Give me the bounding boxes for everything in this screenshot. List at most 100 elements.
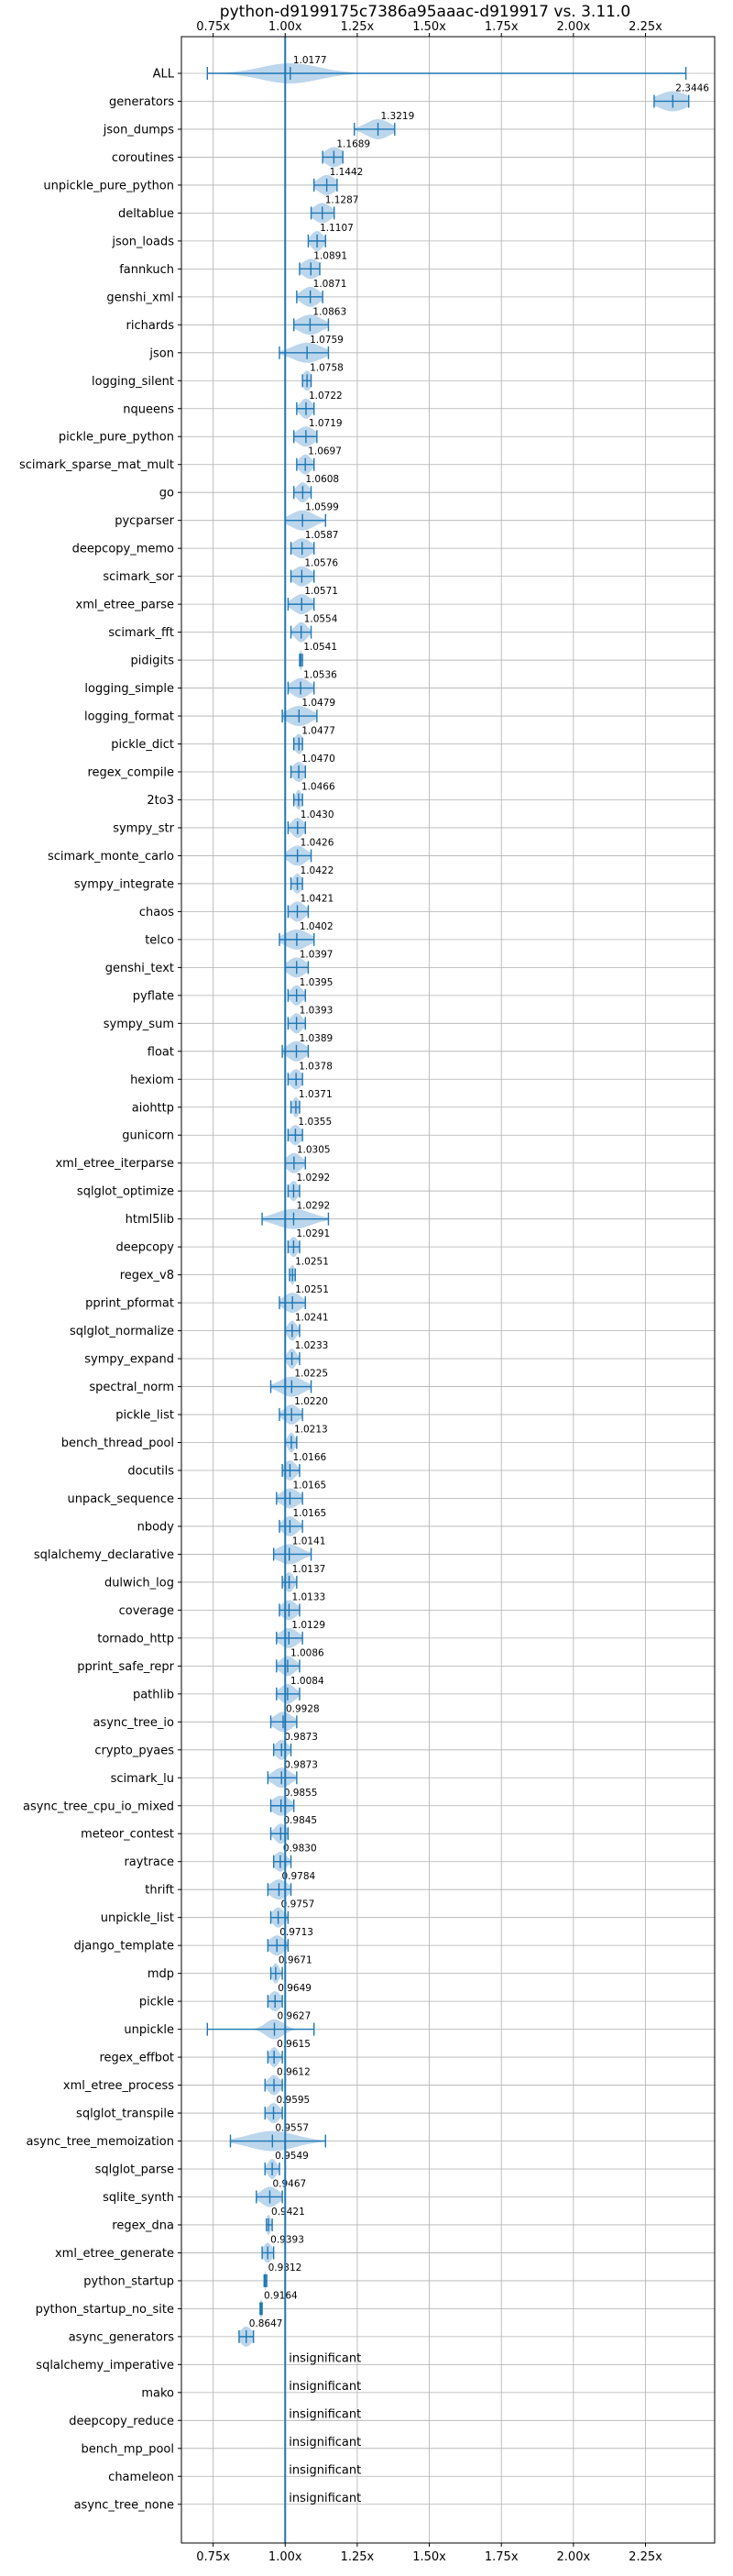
category-label: regex_dna: [112, 2218, 174, 2232]
value-label: 1.0177: [293, 55, 327, 66]
category-label: scimark_monte_carlo: [48, 850, 174, 864]
category-label: pathlib: [133, 1688, 174, 1701]
category-label: unpickle: [124, 2023, 174, 2037]
x-tick-label-top: 2.00x: [557, 20, 591, 34]
value-label: 1.1107: [320, 223, 354, 234]
value-label: 1.0758: [310, 362, 344, 373]
category-label: hexiom: [130, 1073, 174, 1087]
category-label: tornado_http: [97, 1632, 174, 1646]
category-label: coroutines: [112, 151, 174, 165]
category-label: json: [148, 347, 174, 360]
category-label: mdp: [148, 1967, 174, 1981]
category-labels: ALL generators json_dumps coroutines unpickl…: [19, 68, 175, 2513]
category-label: unpack_sequence: [67, 1492, 174, 1506]
value-label: 1.0165: [292, 1508, 326, 1519]
category-label: genshi_text: [105, 962, 174, 975]
value-label: 1.0213: [294, 1425, 328, 1436]
category-label: django_template: [74, 1940, 174, 1954]
category-label: deltablue: [118, 207, 174, 221]
category-label: xml_etree_generate: [55, 2247, 174, 2261]
category-label: regex_compile: [87, 766, 174, 780]
value-label: 1.0141: [292, 1536, 326, 1547]
category-label: sympy_sum: [104, 1018, 174, 1031]
value-label: 1.0571: [304, 586, 338, 597]
category-label: sqlalchemy_imperative: [36, 2359, 174, 2372]
value-label: 0.8647: [249, 2318, 283, 2329]
category-label: docutils: [127, 1465, 174, 1479]
category-label: pickle_list: [115, 1409, 174, 1423]
x-tick-label-top: 0.75x: [196, 20, 230, 34]
category-label: meteor_contest: [81, 1828, 174, 1842]
category-label: nbody: [137, 1520, 175, 1534]
category-label: spectral_norm: [89, 1381, 174, 1394]
category-label: html5lib: [126, 1213, 174, 1227]
x-tick-label-bottom: 1.75x: [485, 2550, 519, 2564]
category-label: async_tree_memoization: [26, 2135, 174, 2149]
category-label: pycparser: [115, 514, 174, 528]
category-label: float: [148, 1045, 174, 1059]
x-axis: 0.75x 0.75x 1.00x 1.00x 1.25x 1.25x 1.50x 1.50x…: [178, 20, 662, 2564]
chart-title: python-d9199175c7386a95aaac-d919917 vs. …: [220, 3, 630, 21]
value-label: 1.0086: [290, 1647, 324, 1658]
value-label: 1.0470: [301, 754, 335, 765]
category-label: scimark_sor: [103, 570, 174, 584]
category-label: chameleon: [108, 2471, 174, 2484]
value-label: 1.0477: [301, 726, 335, 737]
category-label: sqlglot_parse: [95, 2163, 174, 2177]
category-label: regex_v8: [120, 1269, 174, 1282]
value-label: 0.9830: [283, 1844, 317, 1855]
x-tick-label-bottom: 1.25x: [341, 2550, 375, 2564]
value-label: 1.0587: [305, 530, 339, 541]
category-label: logging_silent: [92, 375, 174, 389]
category-label: xml_etree_process: [63, 2079, 174, 2093]
category-label: mako: [141, 2386, 174, 2400]
category-label: pickle_dict: [111, 738, 174, 752]
category-label: chaos: [139, 906, 174, 919]
value-label: 1.0251: [295, 1284, 329, 1295]
category-label: pyflate: [133, 989, 174, 1003]
value-label: 1.3219: [381, 111, 415, 122]
value-label: 0.9713: [279, 1927, 313, 1938]
category-label: sqlalchemy_declarative: [34, 1548, 174, 1562]
value-label: 1.0479: [301, 698, 335, 709]
value-label: 1.0759: [310, 335, 344, 346]
x-tick-label-bottom: 1.00x: [268, 2550, 302, 2564]
value-label: 1.0421: [300, 893, 334, 904]
plot-frame: [181, 36, 716, 2544]
value-label: 1.0393: [300, 1005, 334, 1016]
value-label: 1.0129: [291, 1620, 325, 1631]
insignificant-label: insignificant: [289, 2463, 361, 2477]
value-label: 0.9873: [284, 1759, 318, 1770]
value-label: 1.0389: [299, 1033, 333, 1044]
value-label: 1.0378: [299, 1061, 333, 1072]
value-label: 0.9649: [278, 1983, 312, 1994]
value-label: 1.0871: [313, 279, 347, 290]
category-label: regex_effbot: [99, 2052, 174, 2065]
value-label: 0.9757: [281, 1899, 315, 1910]
value-label: 1.0536: [303, 670, 337, 681]
category-label: scimark_fft: [108, 626, 174, 640]
value-label: 1.0599: [305, 502, 339, 513]
value-label: 1.0422: [301, 865, 334, 876]
value-label: 1.0430: [301, 809, 334, 820]
category-label: logging_format: [84, 710, 174, 724]
x-tick-label-top: 1.25x: [341, 20, 375, 34]
category-label: aiohttp: [132, 1101, 174, 1115]
category-label: python_startup_no_site: [36, 2303, 174, 2317]
category-label: fannkuch: [119, 263, 174, 277]
value-label: 2.3446: [675, 83, 709, 94]
category-label: xml_etree_iterparse: [55, 1157, 174, 1171]
value-label: 0.9393: [270, 2234, 304, 2245]
value-label: 1.0466: [301, 781, 335, 792]
value-label: 0.9627: [278, 2011, 312, 2022]
value-label: 1.1689: [336, 138, 370, 149]
category-label: pickle: [139, 1996, 174, 2009]
category-label: async_tree_io: [93, 1716, 174, 1730]
value-label: 1.0241: [295, 1313, 329, 1324]
value-label: 1.0225: [294, 1369, 328, 1380]
insignificant-label: insignificant: [289, 2407, 361, 2421]
value-label: 1.0305: [297, 1145, 331, 1156]
insignificant-label: insignificant: [289, 2436, 361, 2449]
value-label: 0.9784: [281, 1871, 315, 1882]
